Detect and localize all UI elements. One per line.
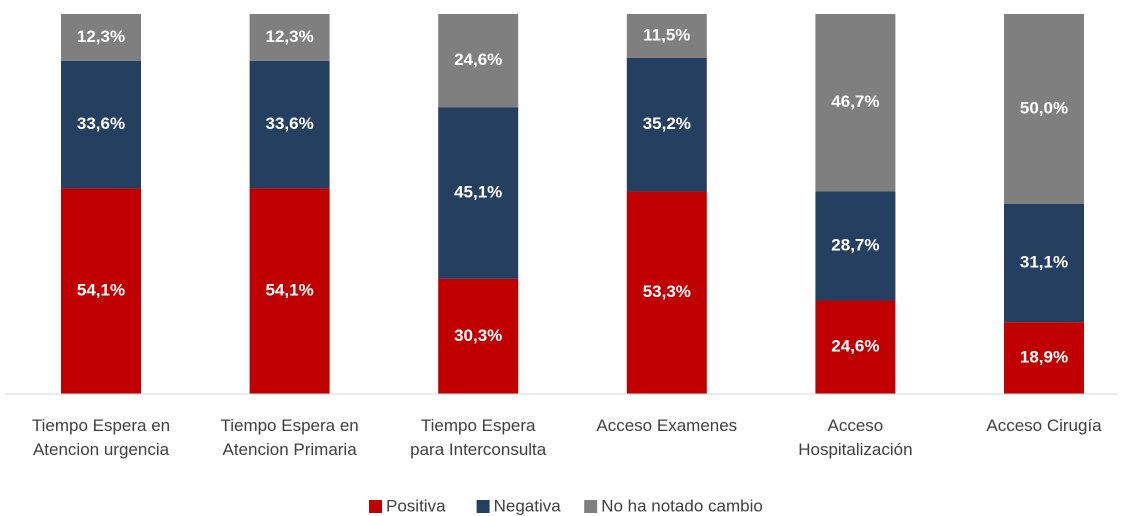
data-label: 33,6% [77, 114, 125, 133]
x-tick-label: Tiempo Espera en Atencion urgencia [31, 416, 171, 459]
legend-label: No ha notado cambio [601, 496, 763, 515]
bar-segment [815, 14, 896, 192]
data-label: 35,2% [643, 114, 691, 133]
bar-segment [815, 300, 896, 394]
data-label: 24,6% [831, 337, 879, 356]
data-label: 28,7% [831, 235, 879, 254]
bar-segment [249, 60, 330, 189]
data-label: 18,9% [1020, 348, 1068, 367]
legend-swatch [369, 500, 382, 513]
data-label: 12,3% [265, 27, 313, 46]
bar-segment [626, 191, 707, 394]
x-tick-label: Tiempo Espera para Interconsulta [410, 416, 547, 459]
bar-segment [1004, 14, 1084, 204]
bar-segment [249, 188, 330, 394]
bar-segment [815, 191, 896, 301]
bar-segment [61, 14, 141, 61]
data-label: 54,1% [77, 281, 125, 300]
x-tick-label: Acceso Cirugía [986, 416, 1102, 435]
data-label: 30,3% [454, 326, 502, 345]
x-tick-label: Tiempo Espera en Atencion Primaria [220, 416, 359, 459]
data-label: 12,3% [77, 27, 125, 46]
data-label: 50,0% [1020, 98, 1068, 117]
bar-segment [61, 188, 141, 394]
bar-segment [61, 60, 141, 189]
bar-segment [438, 107, 519, 279]
legend-swatch [584, 500, 598, 513]
bar-segment [249, 14, 330, 61]
data-label: 46,7% [831, 92, 879, 111]
data-label: 54,1% [265, 281, 313, 300]
bar-segment [626, 14, 707, 58]
data-label: 45,1% [454, 183, 502, 202]
x-tick-label: Acceso Hospitalización [798, 416, 913, 459]
bar-segment [1004, 322, 1084, 394]
legend-label: Positiva [386, 496, 446, 515]
bar-segment [1004, 204, 1084, 323]
bar-segment [438, 14, 519, 108]
data-label: 33,6% [265, 114, 313, 133]
legend-label: Negativa [494, 496, 562, 515]
legend-swatch [476, 500, 490, 513]
bar-segment [438, 278, 519, 394]
data-label: 31,1% [1020, 253, 1068, 272]
bar-segment [626, 57, 707, 192]
data-label: 24,6% [454, 50, 502, 69]
x-tick-label: Acceso Examenes [596, 416, 738, 435]
data-label: 53,3% [643, 282, 691, 301]
data-label: 11,5% [643, 25, 690, 44]
